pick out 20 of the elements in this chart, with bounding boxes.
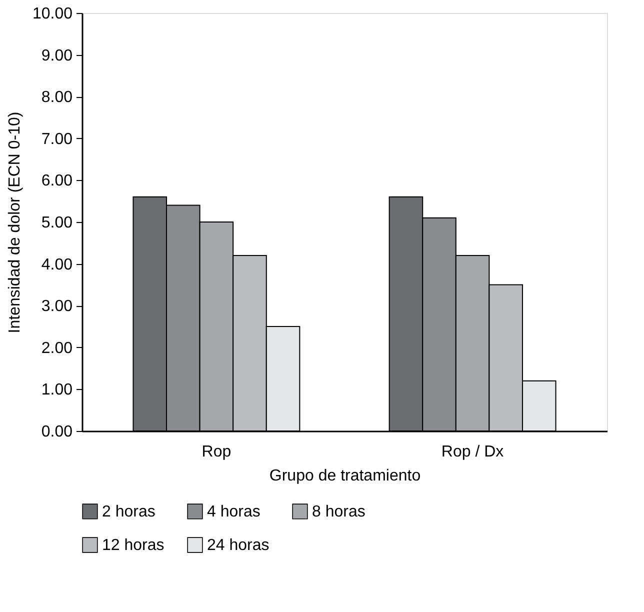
legend-label: 2 horas	[102, 503, 156, 520]
legend-label: 12 horas	[102, 537, 164, 554]
legend-label: 8 horas	[312, 503, 366, 520]
x-axis-title: Grupo de tratamiento	[269, 468, 421, 484]
y-tick-label: 10.00	[32, 6, 73, 22]
x-tick-label: Rop	[202, 444, 232, 460]
y-tick-label: 1.00	[41, 382, 73, 399]
legend-label: 4 horas	[207, 503, 260, 520]
y-tick-label: 6.00	[41, 172, 73, 190]
x-tick-label: Rop / Dx	[441, 444, 504, 460]
y-tick-label: 8.00	[41, 89, 73, 106]
y-tick-label: 3.00	[41, 298, 73, 316]
y-tick-label: 7.00	[41, 130, 73, 148]
y-tick-label: 5.00	[41, 214, 73, 232]
y-tick-label: 9.00	[41, 47, 73, 64]
y-tick-label: 2.00	[41, 340, 73, 357]
y-axis-title: Intensidad de dolor (ECN 0-10)	[6, 112, 24, 334]
y-tick-label: 0.00	[41, 424, 73, 440]
y-tick-label: 4.00	[41, 256, 73, 274]
legend-label: 24 horas	[207, 537, 270, 554]
